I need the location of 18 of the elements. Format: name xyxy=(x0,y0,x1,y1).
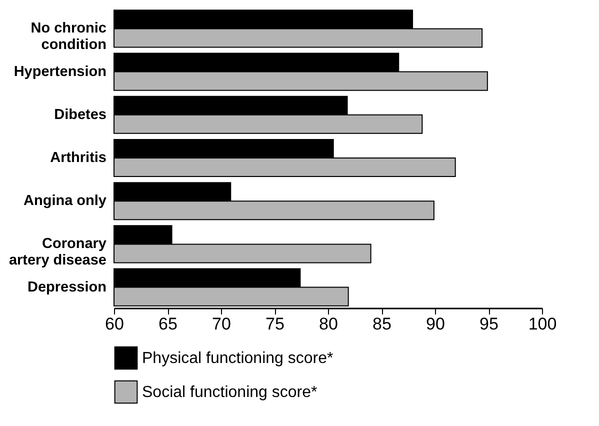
legend-label: Social functioning score* xyxy=(142,384,318,401)
legend-label: Physical functioning score* xyxy=(142,350,334,367)
x-tick-label: 90 xyxy=(426,314,445,334)
x-tick-label: 65 xyxy=(158,314,178,334)
x-tick-label: 80 xyxy=(319,314,338,334)
y-tick-label: Angina only xyxy=(24,193,106,210)
x-tick-label: 100 xyxy=(528,314,557,334)
x-tick-label: 95 xyxy=(480,314,498,334)
y-tick-label: No chronic condition xyxy=(30,20,106,54)
x-tick-label: 60 xyxy=(105,314,124,334)
x-tick-label: 85 xyxy=(372,314,392,334)
y-tick-label: Dibetes xyxy=(54,106,106,123)
x-tick-label: 75 xyxy=(266,314,284,334)
y-tick-label: Hypertension xyxy=(14,64,106,80)
y-tick-label: Arthritis xyxy=(50,150,106,166)
y-tick-label: Coronary artery disease xyxy=(8,236,106,269)
x-tick-label: 70 xyxy=(212,314,231,334)
y-tick-label: Depression xyxy=(28,279,106,296)
